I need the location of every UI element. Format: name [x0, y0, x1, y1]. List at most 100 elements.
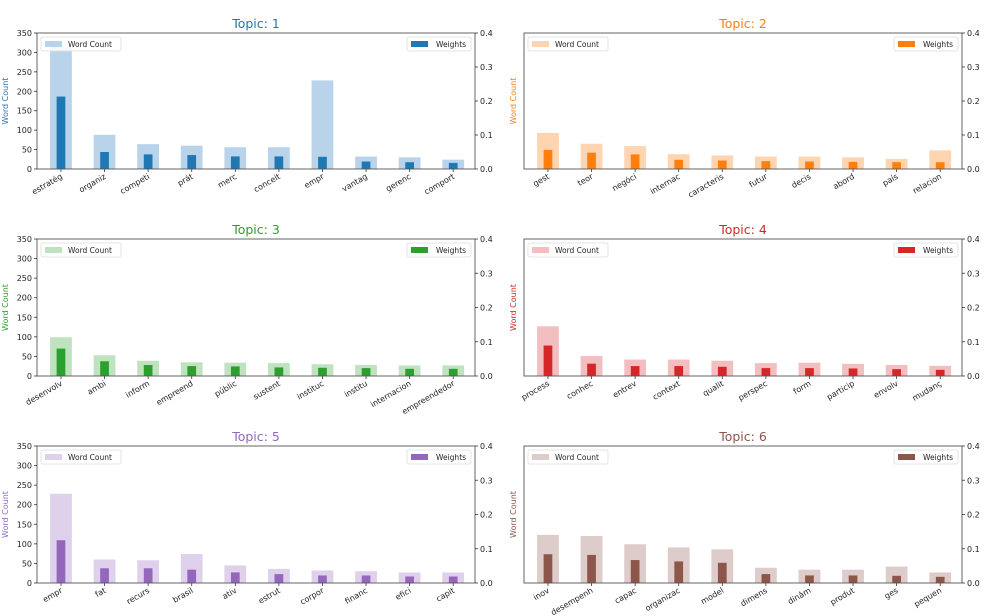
weight-bar — [56, 96, 66, 169]
weight-bar — [761, 368, 771, 376]
chart-title: Topic: 5 — [231, 429, 280, 444]
x-tick-label: teor — [576, 172, 595, 188]
legend-swatch — [898, 454, 915, 460]
chart-title: Topic: 1 — [231, 16, 280, 31]
topic-panel-3: desenvolv ambi inform empreend públic sustent… — [1, 222, 493, 416]
weight-bar — [848, 161, 858, 169]
word-count-bar — [50, 493, 72, 583]
y-axis-label: Word Count — [1, 284, 10, 331]
weight-bar — [717, 366, 727, 376]
legend-box — [40, 36, 122, 52]
topic-panel-4: process conhec entrev context qualit perspec f… — [509, 222, 980, 403]
weight-bar — [892, 162, 901, 169]
weight-bar — [761, 161, 771, 169]
y-tick-label: 200 — [17, 501, 32, 510]
y2-tick-label: 0.3 — [480, 63, 493, 72]
weight-bar — [892, 369, 901, 376]
y-tick-label: 150 — [17, 520, 32, 529]
y-tick-label: 150 — [17, 107, 32, 116]
y2-tick-label: 0.0 — [480, 579, 493, 588]
y-tick-label: 100 — [17, 333, 32, 342]
x-tick-label: ambi — [86, 379, 108, 397]
x-tick-label: perspec — [737, 379, 769, 403]
x-tick-label: caracteris — [686, 172, 725, 200]
x-tick-label: relacion — [911, 172, 943, 196]
y2-tick-label: 0.4 — [967, 29, 980, 38]
y2-tick-label: 0.4 — [480, 29, 493, 38]
y-tick-label: 300 — [17, 255, 32, 264]
legend-word-count: Word Count — [40, 242, 122, 258]
legend-swatch — [532, 247, 549, 253]
chart-title: Topic: 3 — [231, 222, 280, 237]
x-tick-label: recurs — [125, 586, 151, 606]
word-count-bar — [93, 134, 116, 169]
x-tick-label: entrev — [611, 379, 638, 400]
y2-tick-label: 0.0 — [480, 165, 493, 174]
y-axis-label: Word Count — [1, 78, 10, 125]
weight-bar — [674, 561, 684, 583]
x-tick-label: comport — [423, 172, 456, 197]
x-tick-label: desempenh — [549, 586, 594, 616]
legend-word-count: Word Count — [527, 242, 609, 258]
x-tick-label: gest — [531, 172, 550, 188]
topic-panel-1: estratég organiz competi prát merc conceit emp… — [1, 16, 493, 197]
x-tick-label: futur — [748, 172, 770, 190]
legend-label: Weights — [436, 246, 466, 255]
weight-bar — [630, 560, 640, 583]
axes-frame — [523, 238, 963, 377]
y2-tick-label: 0.1 — [480, 131, 493, 140]
legend-swatch — [45, 41, 62, 47]
legend-box — [893, 242, 959, 258]
x-tick-label: institu — [343, 379, 369, 399]
x-tick-label: competi — [119, 172, 152, 196]
x-tick-label: form — [792, 379, 813, 396]
word-count-bar — [885, 566, 908, 583]
x-tick-label: model — [699, 586, 725, 606]
weight-bar — [805, 575, 814, 583]
x-tick-label: vantag — [340, 172, 369, 194]
x-tick-label: corpor — [299, 586, 326, 607]
word-count-bar — [180, 554, 203, 583]
chart-title: Topic: 6 — [718, 429, 767, 444]
legend-label: Weights — [436, 453, 466, 462]
legend-label: Weights — [436, 40, 466, 49]
y-axis-label: Word Count — [509, 78, 518, 125]
legend-word-count: Word Count — [40, 449, 122, 465]
y2-tick-label: 0.1 — [967, 131, 980, 140]
weight-bar — [935, 576, 945, 583]
x-tick-label: ativ — [221, 586, 239, 601]
x-tick-label: estrut — [257, 586, 282, 606]
weight-bar — [143, 568, 153, 583]
y-axis-label: Word Count — [509, 491, 518, 538]
weight-bar — [674, 366, 684, 376]
legend-word-count: Word Count — [527, 449, 609, 465]
x-tick-label: capac — [613, 586, 638, 606]
x-tick-label: capit — [435, 586, 457, 604]
weight-bar — [630, 366, 640, 376]
x-tick-label: empr — [303, 172, 326, 191]
weight-bar — [892, 575, 901, 583]
legend-weights: Weights — [893, 242, 959, 258]
y-tick-label: 250 — [17, 68, 32, 77]
y2-tick-label: 0.1 — [967, 338, 980, 347]
y-tick-label: 250 — [17, 274, 32, 283]
weight-bar — [717, 562, 727, 583]
weight-bar — [274, 156, 284, 169]
legend-label: Weights — [923, 453, 953, 462]
legend-label: Word Count — [68, 453, 112, 462]
x-tick-label: context — [651, 379, 682, 402]
weight-bar — [361, 368, 371, 376]
weight-bar — [143, 365, 153, 376]
y2-tick-label: 0.1 — [967, 545, 980, 554]
x-tick-label: produt — [829, 586, 856, 607]
x-tick-label: desenvolv — [24, 379, 64, 407]
weight-bar — [405, 576, 414, 583]
weight-bar — [805, 368, 814, 376]
legend-box — [406, 36, 472, 52]
y2-tick-label: 0.4 — [480, 442, 493, 451]
y2-tick-label: 0.3 — [480, 476, 493, 485]
y-tick-label: 100 — [17, 126, 32, 135]
y-tick-label: 200 — [17, 87, 32, 96]
y2-tick-label: 0.1 — [480, 545, 493, 554]
legend-swatch — [532, 41, 549, 47]
